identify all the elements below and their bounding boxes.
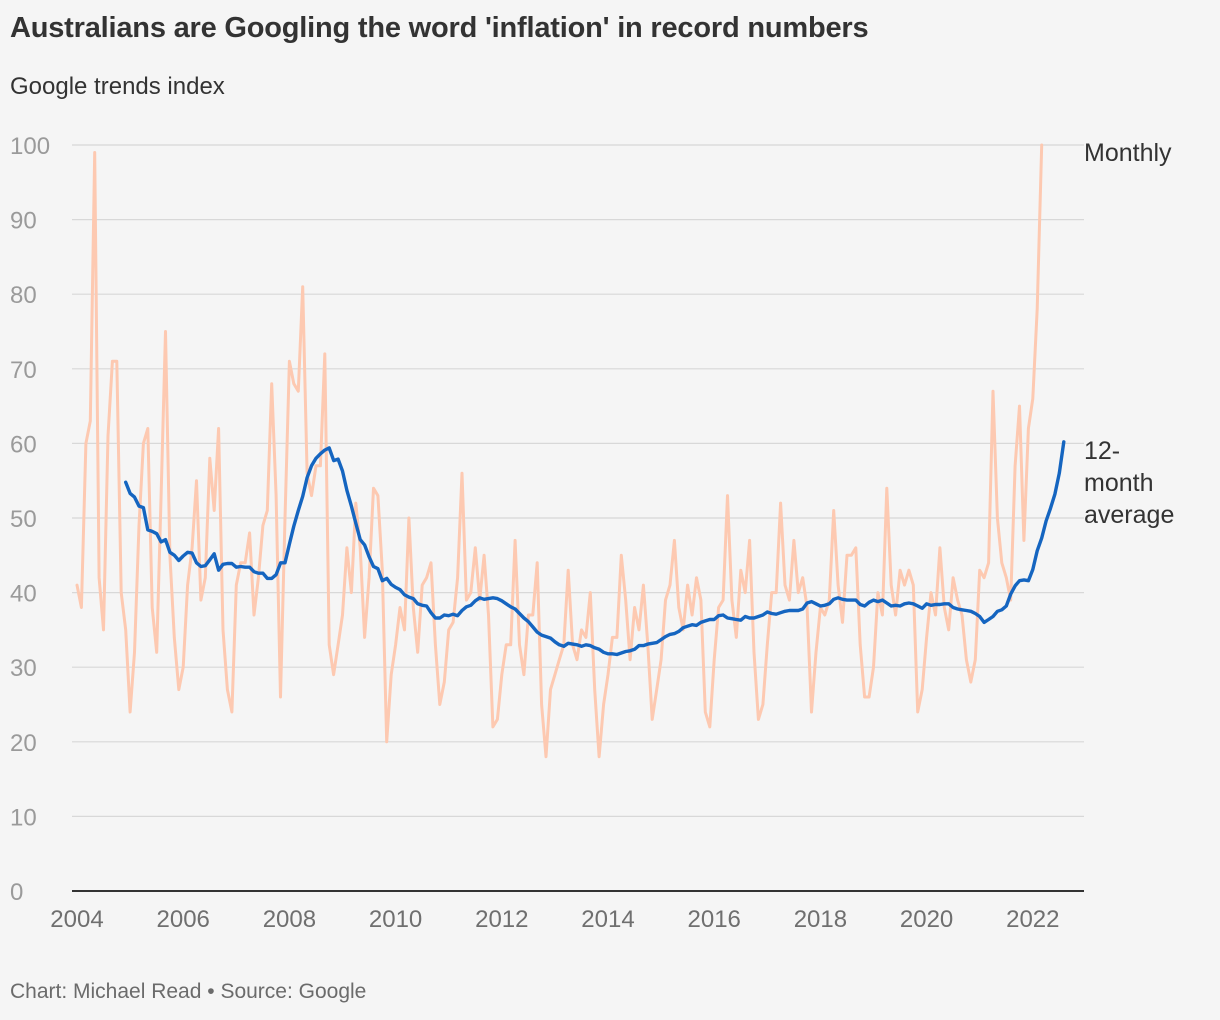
x-tick-label: 2010 bbox=[369, 906, 422, 933]
x-tick-label: 2014 bbox=[581, 906, 634, 933]
x-tick-label: 2020 bbox=[900, 906, 953, 933]
y-tick-label: 10 bbox=[10, 804, 37, 831]
y-axis-tick-labels: 0 10 20 30 40 50 60 70 80 90 100 bbox=[10, 133, 50, 906]
x-tick-label: 2018 bbox=[794, 906, 847, 933]
gridlines bbox=[72, 144, 1084, 818]
y-tick-label: 70 bbox=[10, 357, 37, 384]
series-label-12-month-average: 12-month average bbox=[1084, 437, 1174, 529]
x-axis-tick-labels: 2004 2006 2008 2010 2012 2014 2016 2018 2020 2022 bbox=[50, 906, 1059, 933]
y-tick-label: 90 bbox=[10, 208, 37, 235]
x-tick-label: 2008 bbox=[263, 906, 316, 933]
y-tick-label: 30 bbox=[10, 655, 37, 682]
series-line-12-month-average bbox=[124, 440, 1066, 657]
chart-footer-credit: Chart: Michael Read • Source: Google bbox=[10, 980, 367, 1003]
x-tick-label: 2012 bbox=[475, 906, 528, 933]
y-tick-label: 80 bbox=[10, 282, 37, 309]
series-lines bbox=[75, 143, 1066, 759]
y-tick-label: 60 bbox=[10, 431, 37, 458]
y-tick-label: 0 bbox=[10, 879, 23, 906]
series-line-monthly bbox=[75, 143, 1044, 759]
series-label-monthly: Monthly bbox=[1084, 139, 1172, 167]
x-tick-label: 2006 bbox=[157, 906, 210, 933]
y-tick-label: 50 bbox=[10, 506, 37, 533]
chart-subtitle: Google trends index bbox=[10, 73, 225, 100]
y-tick-label: 20 bbox=[10, 730, 37, 757]
x-tick-label: 2004 bbox=[50, 906, 103, 933]
y-tick-label: 100 bbox=[10, 133, 50, 160]
x-tick-label: 2016 bbox=[688, 906, 741, 933]
x-tick-label: 2022 bbox=[1006, 906, 1059, 933]
y-tick-label: 40 bbox=[10, 581, 37, 608]
chart-title: Australians are Googling the word 'infla… bbox=[10, 12, 869, 44]
